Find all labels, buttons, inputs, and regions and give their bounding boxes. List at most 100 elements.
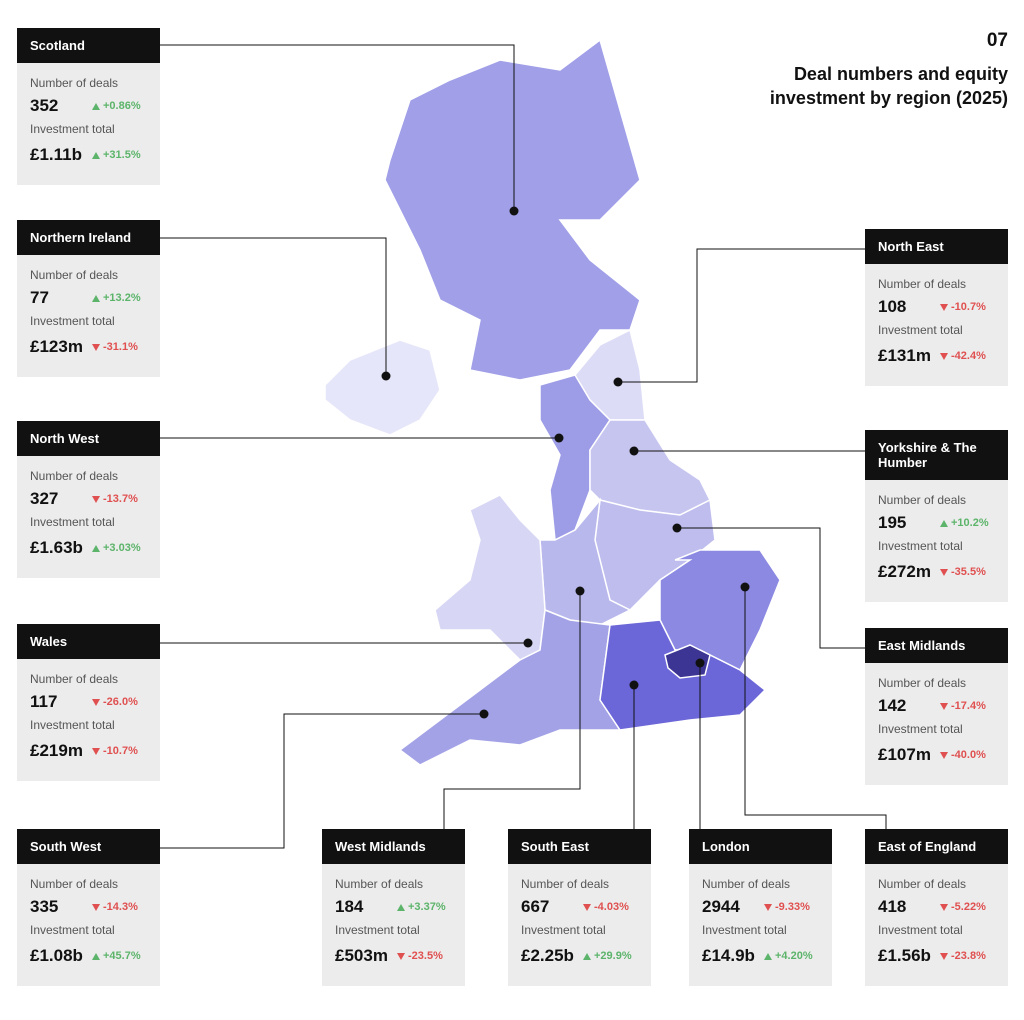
change-value: -10.7% bbox=[951, 301, 986, 313]
change-value: -14.3% bbox=[103, 901, 138, 913]
arrow-up bbox=[764, 952, 772, 960]
change: +29.9% bbox=[583, 950, 632, 962]
region-name: South West bbox=[17, 829, 160, 864]
investment-row: £107m -40.0% bbox=[878, 737, 995, 773]
change: -40.0% bbox=[940, 749, 986, 761]
arrow-down bbox=[940, 702, 948, 710]
region-name: East of England bbox=[865, 829, 1008, 864]
deals-row: 335 -14.3% bbox=[30, 892, 147, 922]
deals-value: 327 bbox=[30, 489, 59, 508]
deals-label: Number of deals bbox=[30, 672, 119, 686]
arrow-down bbox=[764, 903, 772, 911]
change-value: -31.1% bbox=[103, 341, 138, 353]
region-dot bbox=[629, 446, 639, 456]
investment-label: Investment total bbox=[878, 539, 963, 553]
leader-line bbox=[443, 591, 581, 829]
investment-row: £1.11b +31.5% bbox=[30, 137, 147, 173]
change: -4.03% bbox=[583, 901, 629, 913]
arrow-down bbox=[940, 952, 948, 960]
region-name: Wales bbox=[17, 624, 160, 659]
change-value: -10.7% bbox=[103, 745, 138, 757]
deals-value: 667 bbox=[521, 897, 550, 916]
investment-label: Investment total bbox=[30, 718, 115, 732]
investment-label: Investment total bbox=[30, 122, 115, 136]
investment-label: Investment total bbox=[702, 923, 787, 937]
deals-label: Number of deals bbox=[335, 877, 424, 891]
region-dot bbox=[554, 433, 564, 443]
region-name: Northern Ireland bbox=[17, 220, 160, 255]
region-name: South East bbox=[508, 829, 651, 864]
deals-value: 184 bbox=[335, 897, 364, 916]
deals-row: 77 +13.2% bbox=[30, 283, 147, 313]
arrow-down bbox=[940, 352, 948, 360]
investment-label: Investment total bbox=[878, 323, 963, 337]
investment-value: £107m bbox=[878, 745, 931, 764]
change: -14.3% bbox=[92, 901, 138, 913]
investment-label: Investment total bbox=[30, 314, 115, 328]
investment-label: Investment total bbox=[30, 515, 115, 529]
investment-value: £131m bbox=[878, 346, 931, 365]
arrow-up bbox=[92, 151, 100, 159]
arrow-down bbox=[92, 698, 100, 706]
region-name: North East bbox=[865, 229, 1008, 264]
region-card: East Midlands Number of deals 142 -17.4% Inv… bbox=[865, 628, 1008, 785]
deals-label: Number of deals bbox=[30, 268, 119, 282]
arrow-up bbox=[92, 102, 100, 110]
deals-label: Number of deals bbox=[30, 877, 119, 891]
card-body: Number of deals 142 -17.4% Investment total… bbox=[865, 663, 1008, 785]
change: -10.7% bbox=[940, 301, 986, 313]
deals-value: 142 bbox=[878, 696, 907, 715]
arrow-up bbox=[583, 952, 591, 960]
region-dot bbox=[613, 377, 623, 387]
investment-value: £2.25b bbox=[521, 946, 574, 965]
change: -35.5% bbox=[940, 566, 986, 578]
change: +31.5% bbox=[92, 149, 141, 161]
investment-value: £1.11b bbox=[30, 145, 82, 164]
change: -42.4% bbox=[940, 350, 986, 362]
leader-line bbox=[677, 527, 865, 649]
region-card: Scotland Number of deals 352 +0.86% Investme… bbox=[17, 28, 160, 185]
change: -13.7% bbox=[92, 493, 138, 505]
change-value: -13.7% bbox=[103, 493, 138, 505]
region-name: London bbox=[689, 829, 832, 864]
card-body: Number of deals 352 +0.86% Investment total… bbox=[17, 63, 160, 185]
card-body: Number of deals 184 +3.37% Investment total… bbox=[322, 864, 465, 986]
deals-value: 2944 bbox=[702, 897, 740, 916]
card-body: Number of deals 195 +10.2% Investment total… bbox=[865, 480, 1008, 602]
region-name: West Midlands bbox=[322, 829, 465, 864]
change: +4.20% bbox=[764, 950, 813, 962]
change: -31.1% bbox=[92, 341, 138, 353]
investment-label: Investment total bbox=[335, 923, 420, 937]
region-card: North West Number of deals 327 -13.7% Invest… bbox=[17, 421, 160, 578]
change-value: +0.86% bbox=[103, 100, 141, 112]
region-name: East Midlands bbox=[865, 628, 1008, 663]
deals-label: Number of deals bbox=[521, 877, 610, 891]
change: +13.2% bbox=[92, 292, 141, 304]
region-name: North West bbox=[17, 421, 160, 456]
wales-shape bbox=[434, 494, 546, 661]
deals-label: Number of deals bbox=[878, 877, 967, 891]
change-value: -42.4% bbox=[951, 350, 986, 362]
deals-row: 117 -26.0% bbox=[30, 687, 147, 717]
region-card: North East Number of deals 108 -10.7% Invest… bbox=[865, 229, 1008, 386]
deals-value: 352 bbox=[30, 96, 59, 115]
deals-row: 352 +0.86% bbox=[30, 91, 147, 121]
change-value: +29.9% bbox=[594, 950, 632, 962]
deals-row: 184 +3.37% bbox=[335, 892, 452, 922]
change-value: -4.03% bbox=[594, 901, 629, 913]
card-body: Number of deals 117 -26.0% Investment total… bbox=[17, 659, 160, 781]
region-card: West Midlands Number of deals 184 +3.37% Inv… bbox=[322, 829, 465, 986]
deals-value: 77 bbox=[30, 288, 49, 307]
change: -10.7% bbox=[92, 745, 138, 757]
change: -26.0% bbox=[92, 696, 138, 708]
deals-row: 418 -5.22% bbox=[878, 892, 995, 922]
investment-label: Investment total bbox=[30, 923, 115, 937]
arrow-down bbox=[940, 568, 948, 576]
region-dot bbox=[695, 658, 705, 668]
region-card: East of England Number of deals 418 -5.22% I… bbox=[865, 829, 1008, 986]
title: Deal numbers and equity investment by re… bbox=[769, 64, 1008, 108]
card-body: Number of deals 667 -4.03% Investment total… bbox=[508, 864, 651, 986]
region-dot bbox=[381, 371, 391, 381]
investment-row: £272m -35.5% bbox=[878, 554, 995, 590]
region-card: Yorkshire & The Humber Number of deals 195… bbox=[865, 430, 1008, 602]
